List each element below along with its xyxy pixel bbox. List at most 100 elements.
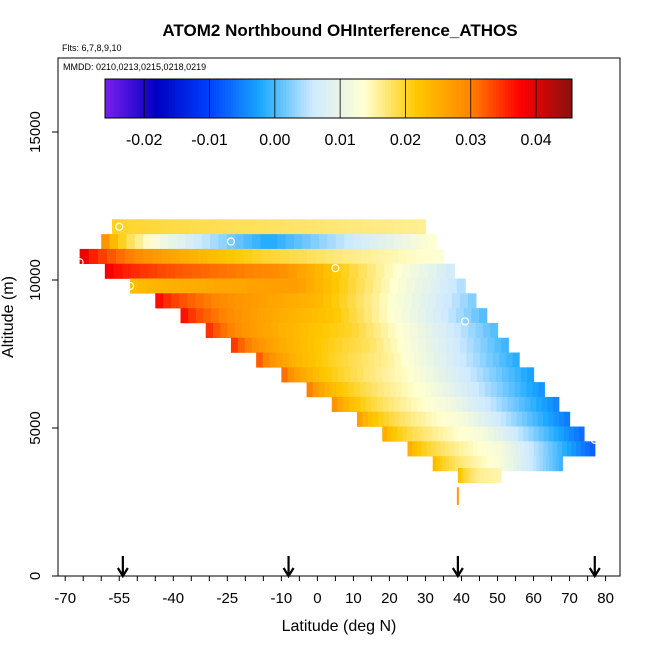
colorbar-swatch: [437, 79, 442, 118]
heatmap-cell: [489, 467, 491, 484]
heatmap-cell: [480, 337, 489, 353]
heatmap-cell: [322, 278, 332, 294]
heatmap-cell: [428, 396, 435, 413]
heatmap-cell: [438, 367, 446, 383]
heatmap-cell: [203, 308, 212, 324]
colorbar-swatch: [157, 79, 161, 118]
heatmap-cell: [500, 467, 502, 484]
colorbar-swatch: [393, 79, 398, 118]
heatmap-cell: [484, 456, 489, 472]
heatmap-cell: [387, 293, 397, 309]
heatmap-cell: [377, 234, 387, 250]
heatmap-cell: [374, 352, 382, 368]
heatmap-cell: [375, 367, 383, 383]
heatmap-cell: [104, 263, 115, 279]
x-tick-label: 0: [313, 590, 321, 607]
heatmap-cell: [328, 352, 336, 368]
colorbar-swatch: [388, 79, 392, 118]
heatmap-cell: [316, 248, 326, 265]
heatmap-cell: [490, 467, 492, 484]
heatmap-cell: [394, 234, 404, 250]
heatmap-cell: [467, 467, 470, 484]
heatmap-cell: [505, 411, 512, 427]
heatmap-cell: [547, 441, 554, 457]
heatmap-cell: [440, 308, 450, 324]
heatmap-cell: [152, 248, 163, 265]
heatmap-cell: [280, 278, 290, 294]
y-tick-label: 0: [27, 572, 44, 580]
heatmap-cell: [437, 382, 444, 398]
colorbar-swatch: [431, 79, 436, 118]
heatmap-cell: [213, 322, 221, 339]
colorbar-swatch: [493, 79, 497, 118]
colorbar-swatch: [318, 79, 322, 118]
heatmap-cell: [413, 352, 422, 368]
flight-arrow-head: [451, 567, 464, 579]
heatmap-cell: [420, 411, 427, 427]
heatmap-cell: [260, 234, 270, 250]
heatmap-cell: [247, 278, 257, 294]
heatmap-cell: [498, 426, 504, 442]
x-axis-label: Latitude (deg N): [282, 618, 397, 635]
heatmap-cell: [473, 382, 480, 398]
heatmap-cell: [473, 467, 475, 484]
colorbar-swatch: [210, 79, 214, 118]
heatmap-cell: [449, 382, 456, 398]
heatmap-cell: [489, 367, 497, 383]
heatmap-cell: [310, 234, 320, 250]
heatmap-cell: [494, 456, 499, 472]
heatmap-cell: [369, 234, 379, 250]
colorbar-swatch: [198, 79, 202, 118]
heatmap-cell: [205, 322, 214, 339]
heatmap-cell: [516, 411, 523, 427]
colorbar-swatch: [262, 79, 267, 118]
heatmap-cell: [552, 456, 557, 472]
heatmap-cell: [193, 234, 203, 250]
heatmap-cell: [532, 382, 539, 398]
heatmap-cell: [380, 322, 389, 339]
colorbar-swatch: [166, 79, 170, 118]
colorbar-swatch: [367, 79, 372, 118]
heatmap-cell: [134, 248, 144, 265]
heatmap-cell: [203, 293, 212, 309]
heatmap-cell: [293, 337, 301, 353]
heatmap-cell: [334, 337, 343, 353]
heatmap-cell: [445, 337, 454, 353]
colorbar-swatch: [145, 79, 150, 118]
heatmap-cell: [331, 367, 339, 383]
heatmap-cell: [403, 293, 413, 309]
colorbar-swatch: [256, 79, 261, 118]
heatmap-cell: [218, 234, 228, 250]
heatmap-cell: [494, 337, 502, 353]
heatmap-cell: [262, 263, 272, 279]
heatmap-cell: [479, 411, 486, 427]
heatmap-cell: [351, 322, 360, 339]
colorbar-swatch: [268, 79, 272, 118]
heatmap-cell: [411, 337, 419, 353]
heatmap-cell: [452, 337, 461, 353]
colorbar-swatch: [475, 79, 480, 118]
heatmap-cell: [448, 278, 458, 294]
heatmap-cell: [455, 456, 460, 472]
heatmap-cell: [117, 234, 127, 250]
heatmap-cell: [447, 411, 454, 427]
heatmap-cell: [529, 456, 534, 472]
colorbar-swatch: [105, 79, 109, 118]
colorbar-swatch: [420, 79, 424, 118]
heatmap-cell: [490, 322, 499, 339]
heatmap-cell: [458, 467, 461, 484]
heatmap-cell: [297, 263, 307, 279]
colorbar-swatch: [551, 79, 555, 118]
heatmap-cell: [426, 441, 432, 457]
heatmap-cell: [497, 467, 500, 484]
heatmap-cell: [249, 322, 258, 339]
heatmap-cell: [183, 263, 193, 279]
flights-label: Flts: 6,7,8,9,10: [62, 43, 122, 53]
colorbar-swatch: [379, 79, 383, 118]
x-tick-label: 40: [453, 590, 470, 607]
colorbar-swatch: [469, 79, 474, 118]
colorbar-swatch: [358, 79, 363, 118]
heatmap-cell: [463, 441, 469, 457]
heatmap-cell: [176, 234, 186, 250]
heatmap-cell: [407, 426, 414, 442]
